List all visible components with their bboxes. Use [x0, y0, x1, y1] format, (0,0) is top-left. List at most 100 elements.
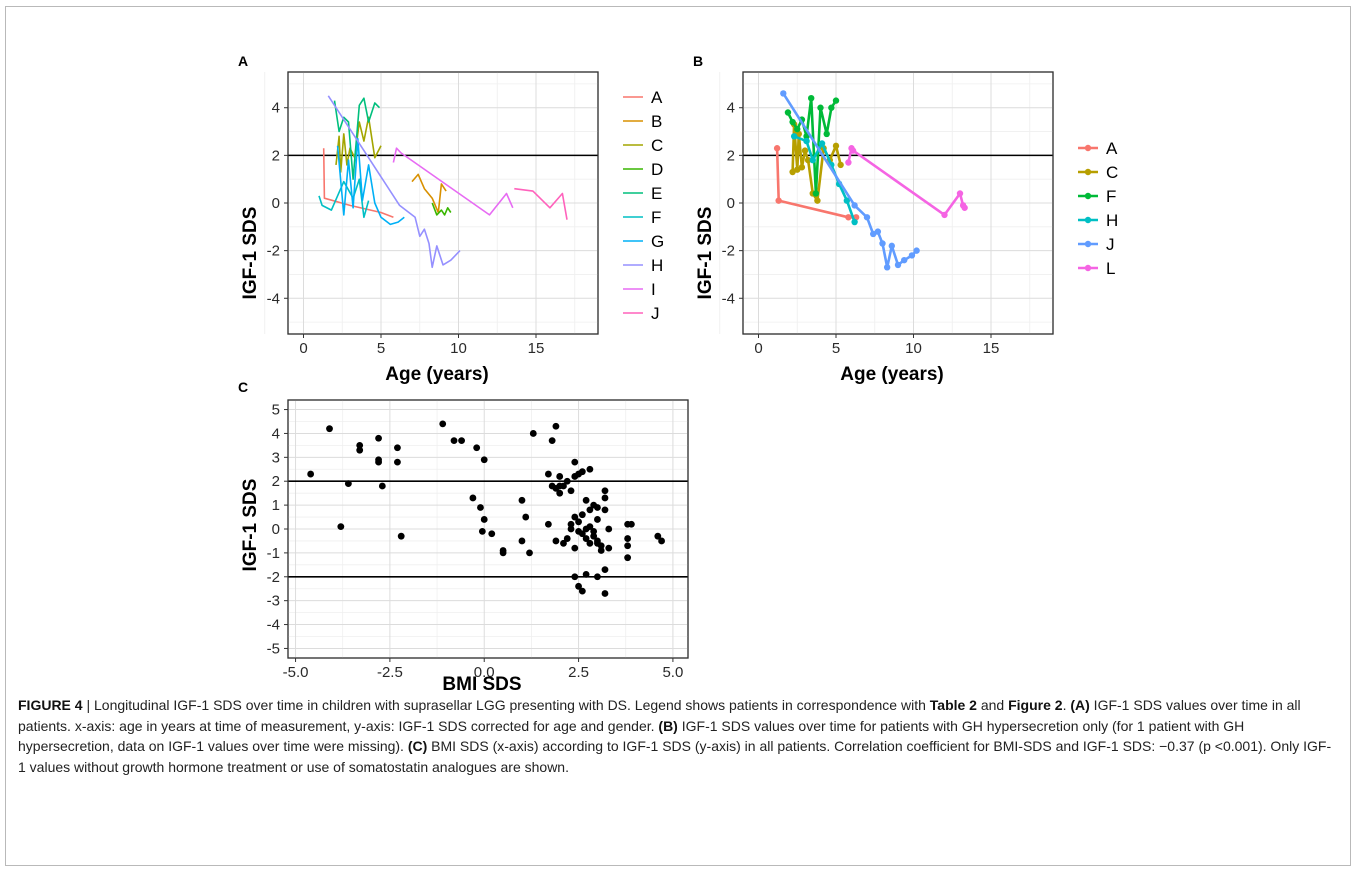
y-tick-label: -4: [267, 290, 280, 307]
panel-b-chart: B 0 5 10 15 -4 -2 0 2 4 Age (years) IGF-1 SDS AC…: [693, 53, 1118, 385]
series-line-H: [327, 95, 461, 269]
caption-separator: |: [82, 697, 94, 713]
plot-area: 0 5 10 15 -4 -2 0 2 4: [264, 71, 599, 357]
data-point: [851, 202, 858, 209]
scatter-point: [552, 422, 560, 430]
legend-label: H: [651, 256, 663, 275]
scatter-point: [571, 458, 579, 466]
legend-key-marker: [1084, 264, 1092, 272]
data-point: [798, 164, 806, 171]
scatter-point: [578, 511, 586, 519]
caption-tag-c: (C): [407, 738, 428, 754]
caption-text: .: [1062, 697, 1071, 713]
y-axis-title: IGF-1 SDS: [695, 207, 716, 300]
series-line-J: [514, 187, 568, 220]
x-tick-label: -2.5: [377, 664, 403, 681]
scatter-point: [567, 487, 575, 495]
scatter-point: [394, 458, 401, 466]
caption-figure-ref: Figure 2: [1008, 697, 1063, 713]
scatter-point: [548, 437, 556, 445]
series-line-C: [335, 116, 382, 173]
y-tick-label: 0: [272, 195, 280, 212]
y-axis-title: IGF-1 SDS: [240, 479, 261, 572]
panel-tag: B: [693, 53, 703, 69]
legend-label: A: [1106, 139, 1118, 158]
data-point: [823, 130, 830, 138]
scatter-point: [567, 520, 575, 528]
data-point: [812, 190, 820, 197]
series-line-B: [411, 173, 447, 214]
scatter-point: [601, 566, 609, 574]
scatter-point: [556, 489, 564, 497]
data-point: [832, 142, 840, 150]
scatter-point: [473, 444, 481, 452]
y-tick-label: 5: [272, 402, 280, 419]
data-point: [863, 214, 871, 221]
data-point: [888, 242, 895, 250]
data-point: [845, 214, 852, 221]
y-tick-label: 0: [272, 521, 280, 538]
caption-figure-label: FIGURE 4: [18, 697, 83, 713]
scatter-point: [488, 530, 496, 538]
legend-label: G: [651, 232, 664, 251]
scatter-point: [575, 518, 582, 526]
legend-label: A: [651, 88, 663, 107]
scatter-point: [594, 537, 601, 545]
panel-tag: C: [238, 379, 248, 395]
y-tick-label: 3: [272, 449, 280, 466]
data-point: [784, 109, 792, 116]
scatter-point: [337, 523, 345, 531]
scatter-point: [627, 520, 635, 528]
caption-text: and: [976, 697, 1009, 713]
figure-frame: [5, 6, 1351, 866]
scatter-point: [571, 544, 579, 552]
caption-text: BMI SDS (x-axis) according to IGF-1 SDS …: [18, 738, 1332, 775]
scatter-point: [544, 520, 552, 528]
caption-text: IGF-1 SDS values over time in all patien…: [18, 697, 1301, 734]
scatter-point: [582, 535, 590, 542]
y-tick-label: 4: [272, 425, 280, 442]
x-axis-title: BMI SDS: [442, 674, 521, 695]
series-line-E: [333, 97, 381, 180]
legend-key-marker: [1084, 144, 1092, 152]
data-point: [780, 90, 787, 97]
scatter-point: [578, 468, 586, 476]
scatter-point: [590, 527, 598, 535]
legend-label: C: [1106, 163, 1118, 182]
data-point: [804, 156, 812, 164]
scatter-point: [658, 537, 665, 545]
scatter-point: [571, 513, 579, 521]
scatter-point: [582, 496, 590, 504]
scatter-point: [526, 549, 533, 557]
scatter-point: [571, 573, 579, 581]
scatter-point: [601, 590, 609, 597]
scatter-point: [378, 482, 386, 490]
scatter-point: [605, 525, 613, 533]
scatter-point: [563, 535, 571, 542]
y-tick-label: 1: [272, 497, 280, 514]
scatter-point: [597, 547, 605, 554]
x-tick-label: 0: [754, 340, 762, 357]
y-tick-label: -4: [722, 290, 735, 307]
scatter-point: [582, 570, 590, 578]
data-point: [894, 261, 902, 269]
scatter-point: [586, 539, 594, 547]
series-line-F: [318, 178, 370, 219]
scatter-point: [356, 446, 364, 454]
legend-label: L: [1106, 259, 1115, 278]
scatter-point: [578, 587, 586, 595]
data-point: [849, 147, 857, 154]
y-tick-label: -3: [267, 593, 280, 610]
data-point: [809, 156, 816, 164]
scatter-point: [307, 470, 315, 478]
series-line-A: [322, 148, 394, 219]
data-point: [851, 218, 858, 226]
y-tick-label: 2: [727, 147, 735, 164]
scatter-point: [582, 525, 590, 533]
scatter-point: [394, 444, 401, 452]
legend-label: F: [651, 208, 661, 227]
caption-tag-a: (A): [1070, 697, 1090, 713]
data-point: [843, 197, 851, 204]
y-tick-label: -2: [267, 569, 280, 586]
scatter-point: [624, 542, 632, 550]
